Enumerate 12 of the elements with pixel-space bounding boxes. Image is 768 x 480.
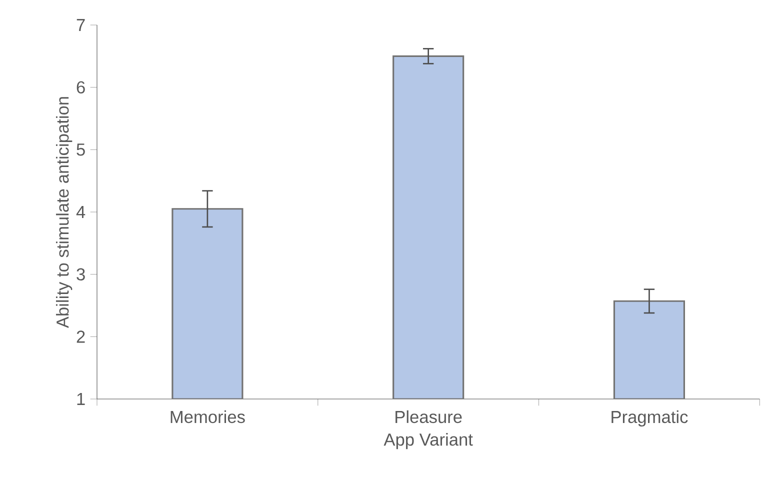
y-tick-label: 2 [76, 330, 85, 343]
y-tick-label: 3 [76, 268, 85, 280]
y-tick-label: 6 [76, 81, 85, 94]
y-axis-title: Ability to stimulate anticipation [56, 97, 72, 328]
x-tick-label: Memories [170, 410, 245, 424]
y-tick-label: 1 [77, 393, 85, 405]
x-tick-label: Pragmatic [612, 410, 688, 427]
x-tick-label: Pleasure [396, 410, 462, 424]
y-tick-label: 4 [76, 206, 86, 218]
x-axis-title: App Variant [384, 433, 473, 450]
y-tick-label: 5 [76, 144, 85, 156]
y-tick-label: 7 [76, 19, 85, 31]
